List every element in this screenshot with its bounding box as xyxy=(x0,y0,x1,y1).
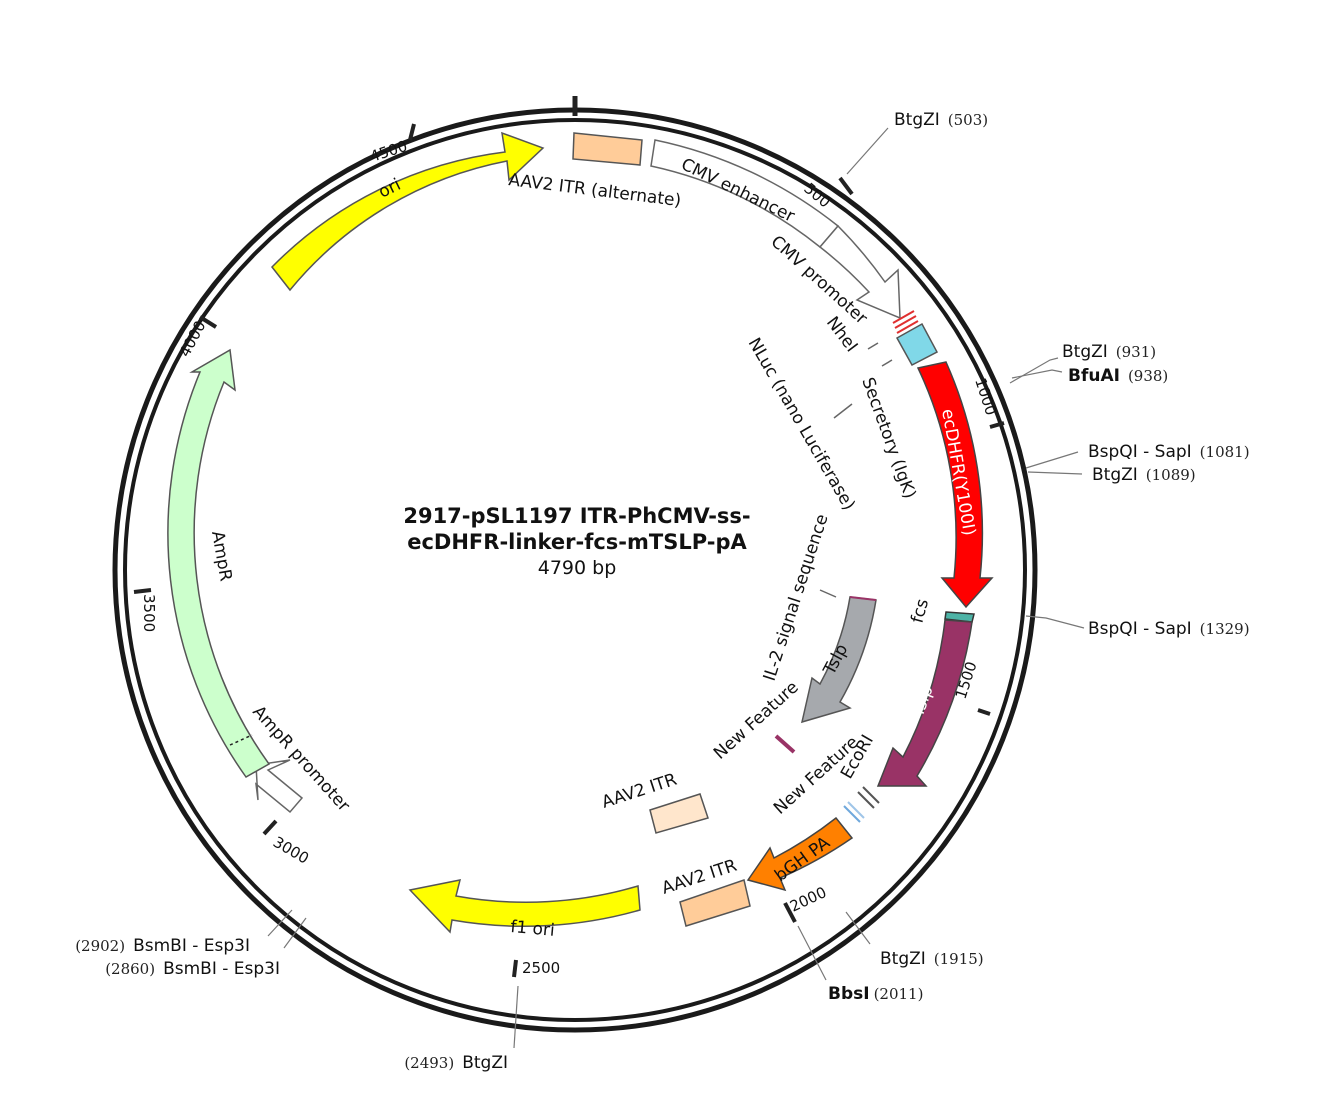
site-bsmbi-esp3i-2860[interactable]: (2860) BsmBI - Esp3I xyxy=(105,959,280,979)
site-bbsi-2011[interactable]: BbsI (2011) xyxy=(828,984,923,1004)
feature-label-aav2-itr-alternate: AAV2 ITR (alternate) xyxy=(507,170,682,211)
feature-f1-ori[interactable]: f1 ori xyxy=(408,879,641,941)
site-bspqi-sapi-1329[interactable]: BspQI - SapI (1329) xyxy=(1088,619,1250,639)
feature-secretory-igk[interactable]: Secretory (IgK) xyxy=(857,322,939,502)
feature-label-new-feature-magenta: New Feature xyxy=(710,677,803,763)
svg-text:BtgZI(931): BtgZI (931) xyxy=(1062,342,1156,362)
map-title: 2917-pSL1197 ITR-PhCMV-ss- ecDHFR-linker… xyxy=(403,504,750,579)
svg-text:(2902)BsmBI - Esp3I: (2902) BsmBI - Esp3I xyxy=(75,936,250,956)
feature-ori[interactable]: ori xyxy=(271,131,545,292)
svg-text:BtgZI(1915): BtgZI (1915) xyxy=(880,949,984,969)
site-btgzi-1915[interactable]: BtgZI (1915) xyxy=(880,949,984,969)
feature-label-ampr: AmpR xyxy=(207,529,236,583)
svg-text:(2860)BsmBI - Esp3I: (2860) BsmBI - Esp3I xyxy=(105,959,280,979)
tick-label-4000: 4000 xyxy=(176,318,210,360)
tick-label-2500: 2500 xyxy=(522,959,560,977)
tick-label-3500: 3500 xyxy=(140,594,158,632)
site-btgzi-931[interactable]: BtgZI (931) xyxy=(1062,342,1156,362)
map-title-line2: ecDHFR-linker-fcs-mTSLP-pA xyxy=(407,530,747,554)
map-length: 4790 bp xyxy=(538,557,617,579)
feature-new-feature-magenta[interactable]: New Feature xyxy=(710,677,803,763)
svg-text:BspQI - SapI(1329): BspQI - SapI (1329) xyxy=(1088,619,1250,639)
feature-label-il2-signal: IL-2 signal sequence xyxy=(760,512,833,684)
feature-label-nluc: NLuc (nano Luciferase) xyxy=(744,335,859,514)
svg-text:BspQI - SapI(1081): BspQI - SapI (1081) xyxy=(1088,442,1250,462)
feature-il2-signal[interactable]: IL-2 signal sequence xyxy=(760,512,837,684)
feature-nluc[interactable]: NLuc (nano Luciferase) xyxy=(744,335,859,514)
site-btgzi-2493[interactable]: (2493) BtgZI xyxy=(404,1053,508,1073)
restriction-sites: BtgZI (503) BtgZI (931) BfuAI (938) BspQI -… xyxy=(75,110,1249,1073)
feature-tslp-inner[interactable]: Tslp xyxy=(800,596,877,724)
site-bspqi-sapi-1081[interactable]: BspQI - SapI (1081) xyxy=(1088,442,1250,462)
feature-tslp[interactable]: Tslp xyxy=(876,619,973,787)
feature-bgh-pa[interactable]: bGH PA xyxy=(746,816,854,892)
svg-text:(2493)BtgZI: (2493) BtgZI xyxy=(404,1053,508,1073)
map-title-line1: 2917-pSL1197 ITR-PhCMV-ss- xyxy=(403,504,750,528)
feature-label-fcs: fcs xyxy=(908,597,934,626)
svg-text:BbsI(2011): BbsI (2011) xyxy=(828,984,923,1004)
feature-aav2-itr-inner[interactable]: AAV2 ITR xyxy=(599,770,709,834)
svg-text:BtgZI(503): BtgZI (503) xyxy=(894,110,988,130)
tick-label-3000: 3000 xyxy=(270,833,312,868)
site-btgzi-1089[interactable]: BtgZI (1089) xyxy=(1092,465,1196,485)
feature-aav2-itr[interactable]: AAV2 ITR xyxy=(659,856,751,927)
site-bfuai-938[interactable]: BfuAI (938) xyxy=(1068,366,1168,386)
site-btgzi-503[interactable]: BtgZI (503) xyxy=(894,110,988,130)
site-bsmbi-esp3i-2902[interactable]: (2902) BsmBI - Esp3I xyxy=(75,936,250,956)
site-leaders xyxy=(267,127,1085,1049)
tick-marks xyxy=(133,123,1005,978)
svg-text:BfuAI(938): BfuAI (938) xyxy=(1068,366,1168,386)
tick-label-2000: 2000 xyxy=(787,883,829,915)
feature-label-secretory-igk: Secretory (IgK) xyxy=(857,375,919,502)
feature-label-f1-ori: f1 ori xyxy=(510,917,556,941)
svg-text:BtgZI(1089): BtgZI (1089) xyxy=(1092,465,1196,485)
